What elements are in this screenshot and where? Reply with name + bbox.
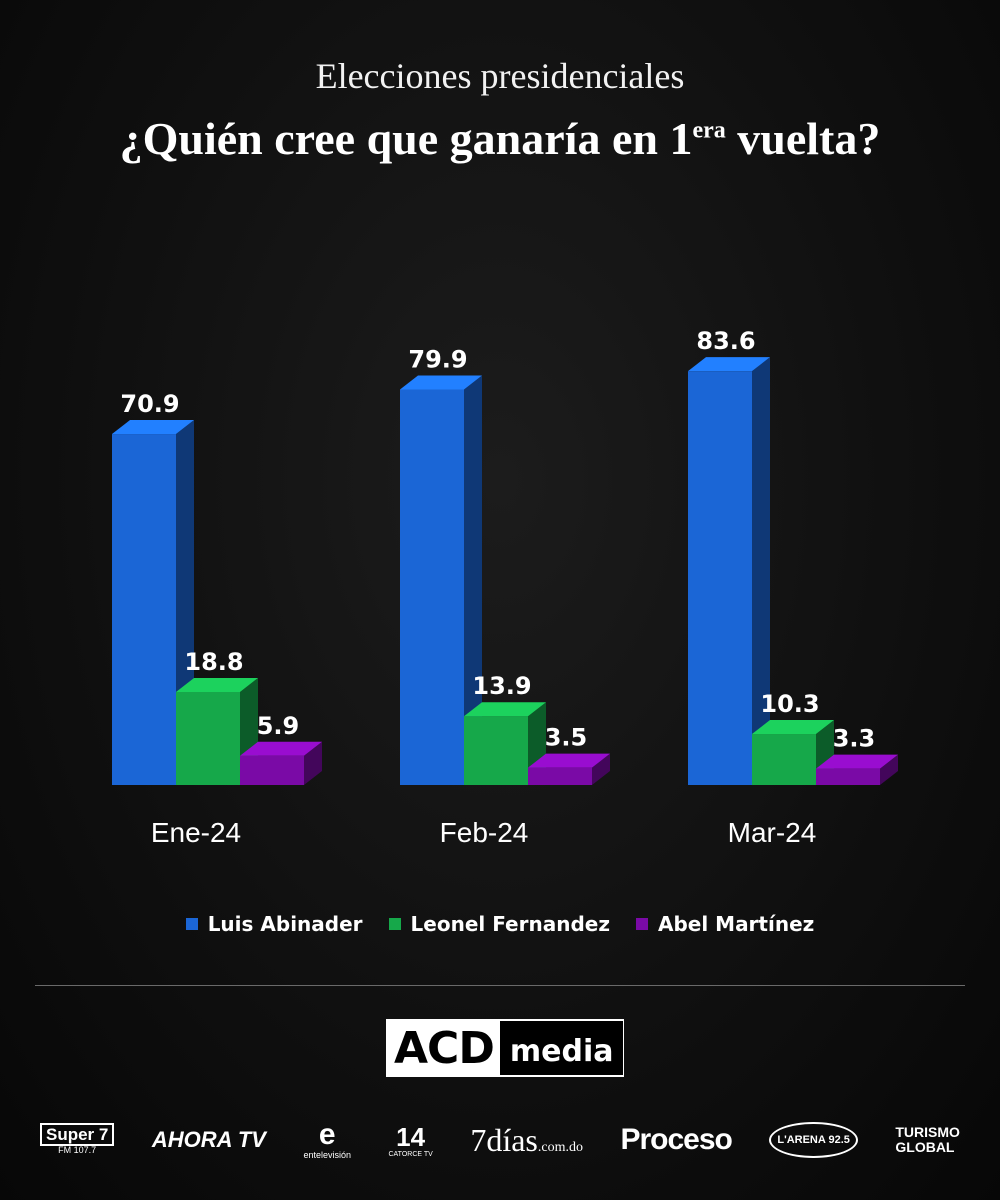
bar-fernandez-Feb-24 xyxy=(464,716,528,785)
legend-swatch-abinader xyxy=(185,918,198,930)
sponsor-7dias-logo: 7días.com.do xyxy=(470,1122,583,1159)
sponsor-super7-logo: Super 7 FM 107.7 xyxy=(40,1123,115,1155)
bar-side-martinez-Mar-24 xyxy=(880,754,898,785)
data-label-abinader-Ene-24: 70.9 xyxy=(120,390,179,418)
data-label-martinez-Feb-24: 3.5 xyxy=(545,724,588,752)
sponsor-entelevision-sub: entelevisión xyxy=(303,1150,351,1160)
divider xyxy=(35,985,965,986)
legend-item-fernandez: Leonel Fernandez xyxy=(388,912,610,936)
sponsor-7dias-name: 7días xyxy=(470,1121,538,1158)
data-label-fernandez-Feb-24: 13.9 xyxy=(472,672,531,700)
bar-abinader-Feb-24 xyxy=(400,389,464,785)
legend-swatch-fernandez xyxy=(388,918,401,930)
bar-top-martinez-Mar-24 xyxy=(816,754,898,769)
sponsor-turismoglobal-logo: TURISMO GLOBAL xyxy=(895,1125,960,1155)
bar-side-abinader-Mar-24 xyxy=(752,357,770,785)
bar-chart: 70.9 18.8 5.9 Ene-24 79.9 13.9 3.5 Feb-24 83.6 10… xyxy=(112,327,898,848)
x-tick-label-Ene-24: Ene-24 xyxy=(151,817,241,848)
bar-abinader-Mar-24 xyxy=(688,371,752,785)
chart-legend: Luis Abinader Leonel Fernandez Abel Mart… xyxy=(0,912,1000,936)
bar-side-martinez-Ene-24 xyxy=(304,741,322,785)
sponsor-catorcetv-name: 14 xyxy=(396,1121,426,1152)
title-end: vuelta? xyxy=(725,113,881,164)
data-label-abinader-Feb-24: 79.9 xyxy=(408,345,467,373)
sponsor-entelevision-name: e xyxy=(318,1118,336,1151)
sponsor-logos: Super 7 FM 107.7 AHORA TV e entelevisión… xyxy=(40,1110,960,1170)
x-tick-label-Mar-24: Mar-24 xyxy=(728,817,817,848)
bar-side-abinader-Feb-24 xyxy=(464,375,482,785)
acd-media-logo: ACD media xyxy=(386,1019,624,1077)
logo-right: media xyxy=(499,1021,624,1075)
bar-side-martinez-Feb-24 xyxy=(592,753,610,785)
bar-top-martinez-Ene-24 xyxy=(240,741,322,756)
bar-martinez-Mar-24 xyxy=(816,768,880,785)
sponsor-super7-sub: FM 107.7 xyxy=(58,1145,97,1155)
chart-subtitle: Elecciones presidenciales xyxy=(315,56,685,96)
data-label-fernandez-Ene-24: 18.8 xyxy=(184,648,243,676)
bar-top-abinader-Mar-24 xyxy=(688,357,770,372)
sponsor-7dias-sub: .com.do xyxy=(537,1139,583,1155)
legend-item-martinez: Abel Martínez xyxy=(635,912,815,936)
bar-top-martinez-Feb-24 xyxy=(528,753,610,768)
bar-top-fernandez-Mar-24 xyxy=(752,720,834,735)
sponsor-larena-name: L'ARENA 92.5 xyxy=(777,1134,850,1146)
sponsor-super7-name: Super 7 xyxy=(40,1123,115,1146)
bar-fernandez-Ene-24 xyxy=(176,691,240,785)
chart-title: ¿Quién cree que ganaría en 1era vuelta? xyxy=(0,112,1000,165)
legend-item-abinader: Luis Abinader xyxy=(185,912,363,936)
data-label-abinader-Mar-24: 83.6 xyxy=(696,327,755,355)
sponsor-catorcetv-sub: CATORCE TV xyxy=(388,1150,433,1158)
sponsor-catorcetv-logo: 14 CATORCE TV xyxy=(388,1123,432,1158)
sponsor-entelevision-logo: e entelevisión xyxy=(303,1118,351,1161)
data-label-martinez-Mar-24: 3.3 xyxy=(833,725,876,753)
bar-top-abinader-Feb-24 xyxy=(400,375,482,390)
bar-abinader-Ene-24 xyxy=(112,434,176,785)
bar-martinez-Ene-24 xyxy=(240,755,304,785)
x-tick-label-Feb-24: Feb-24 xyxy=(440,817,529,848)
data-label-fernandez-Mar-24: 10.3 xyxy=(760,690,819,718)
sponsor-ahoratv-name: AHORA TV xyxy=(151,1127,266,1152)
legend-label-abinader: Luis Abinader xyxy=(207,912,363,936)
bar-martinez-Feb-24 xyxy=(528,767,592,785)
legend-swatch-martinez xyxy=(635,918,648,930)
sponsor-proceso-name: Proceso xyxy=(620,1123,732,1156)
sponsor-turismoglobal-sub: GLOBAL xyxy=(895,1139,955,1155)
sponsor-turismoglobal-name: TURISMO xyxy=(895,1124,960,1140)
bar-top-abinader-Ene-24 xyxy=(112,420,194,435)
legend-label-martinez: Abel Martínez xyxy=(657,912,815,936)
title-superscript: era xyxy=(692,117,726,144)
sponsor-larena-logo: L'ARENA 92.5 xyxy=(769,1122,858,1158)
legend-label-fernandez: Leonel Fernandez xyxy=(410,912,610,936)
logo-left: ACD xyxy=(388,1021,500,1075)
title-main: ¿Quién cree que ganaría en 1 xyxy=(119,113,693,164)
bar-fernandez-Mar-24 xyxy=(752,734,816,785)
bar-top-fernandez-Feb-24 xyxy=(464,702,546,717)
sponsor-proceso-logo: Proceso xyxy=(620,1123,732,1157)
bar-top-fernandez-Ene-24 xyxy=(176,677,258,692)
sponsor-ahoratv-logo: AHORA TV xyxy=(152,1127,266,1153)
data-label-martinez-Ene-24: 5.9 xyxy=(257,712,300,740)
